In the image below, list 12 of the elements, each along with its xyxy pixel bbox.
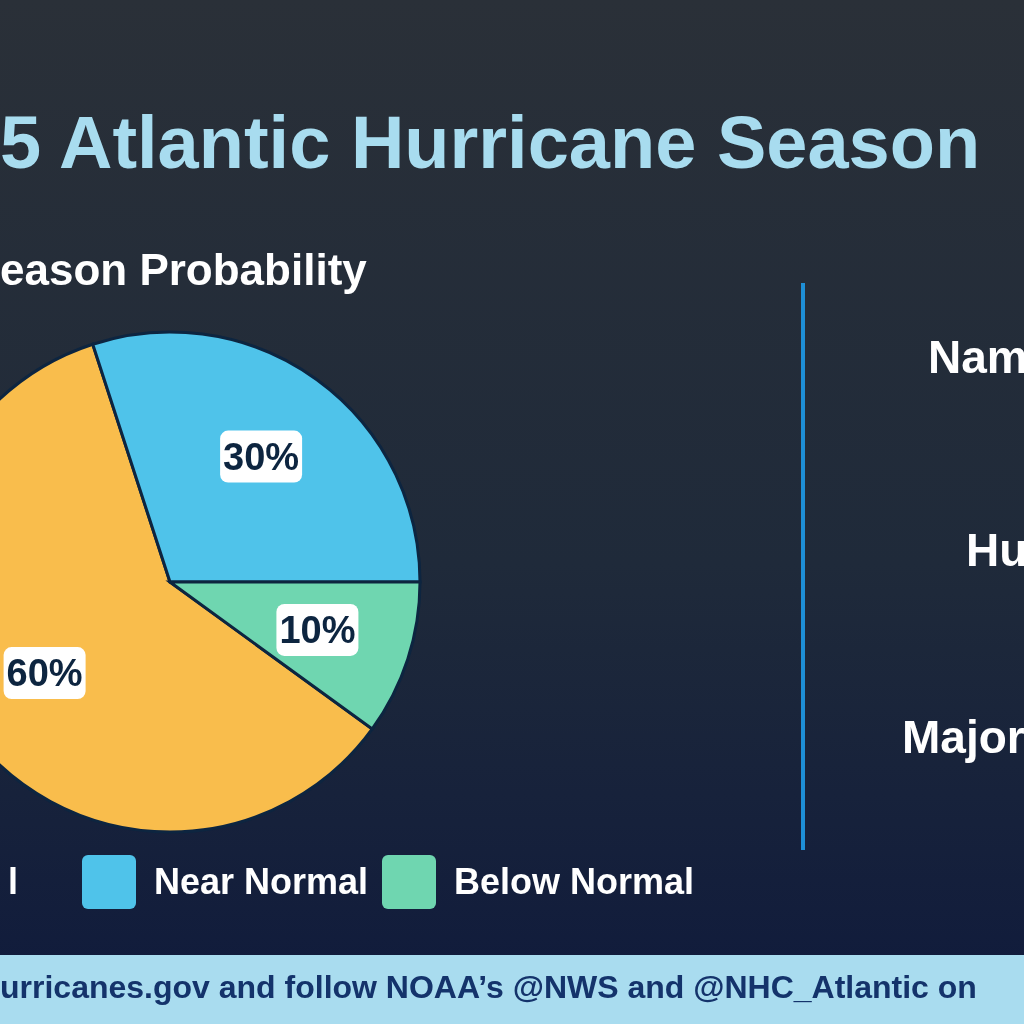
text: urricanes.gov and follow NOAA’s @NWS and @NHC_Atlantic on bbox=[0, 969, 977, 1006]
data-label: 30% bbox=[223, 435, 300, 478]
text: Hu bbox=[966, 523, 1024, 577]
text: Major bbox=[902, 710, 1024, 764]
slice-label: l bbox=[8, 861, 19, 903]
data-label: 10% bbox=[279, 608, 356, 651]
legend-label: Below Normal bbox=[454, 861, 695, 903]
text: Nam bbox=[928, 330, 1024, 384]
legend-label: Near Normal bbox=[154, 861, 369, 903]
chart-subtitle: eason Probability bbox=[0, 245, 367, 295]
data-label: 60% bbox=[6, 652, 83, 695]
chart-title: 5 Atlantic Hurricane Season bbox=[0, 100, 981, 185]
